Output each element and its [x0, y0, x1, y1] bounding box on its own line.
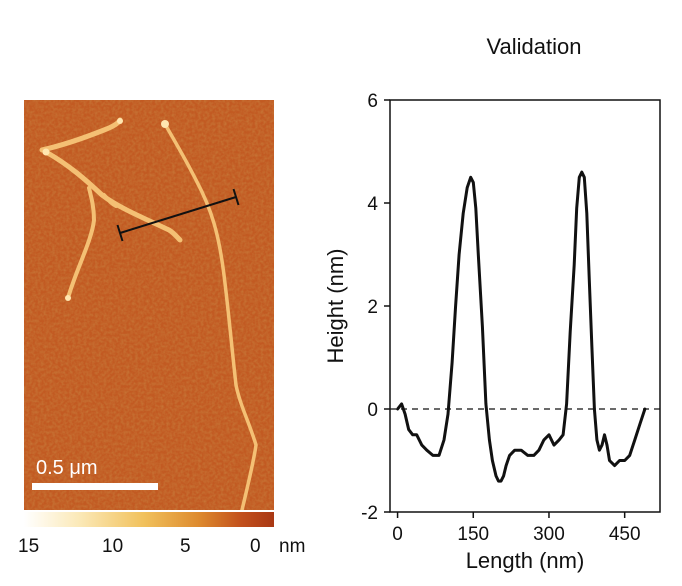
chart-title: Validation — [487, 34, 582, 59]
fibril-left-arm — [39, 117, 123, 153]
x-tick-label: 150 — [457, 524, 489, 545]
colorbar-tick-0: 0 — [250, 536, 261, 557]
scalebar — [32, 483, 158, 490]
profile-line-cap-start — [116, 224, 124, 242]
y-ticks: -2 0 2 4 6 — [361, 91, 390, 524]
y-axis-label: Height (nm) — [323, 249, 348, 364]
x-tick-label: 300 — [533, 524, 565, 545]
fibril-short — [102, 193, 118, 208]
x-ticks: 0 150 300 450 — [392, 512, 641, 545]
colorbar-tick-5: 5 — [180, 536, 191, 557]
fibril-left-branch — [43, 149, 183, 243]
colorbar-tick-10: 10 — [102, 536, 124, 557]
profile-line-cap-end — [232, 188, 240, 206]
fibril-nodes — [42, 118, 169, 301]
fibril-left-down — [66, 186, 96, 300]
y-tick-label: 2 — [367, 297, 378, 318]
fibrils — [39, 117, 258, 510]
x-axis-label: Length (nm) — [466, 548, 585, 573]
y-tick-label: -2 — [361, 503, 378, 524]
afm-height-image: 0.5 μm — [24, 100, 274, 510]
colorbar — [24, 512, 274, 527]
colorbar-unit: nm — [279, 536, 306, 557]
fibril-node — [117, 118, 123, 124]
y-tick-label: 6 — [367, 91, 378, 112]
height-profile-line — [396, 170, 647, 483]
afm-texture — [24, 100, 274, 510]
x-tick-label: 450 — [609, 524, 641, 545]
profile-line — [116, 188, 240, 242]
profile-line-segment — [119, 196, 237, 234]
fibril-node — [161, 120, 169, 128]
fibril-right — [163, 122, 258, 510]
y-tick-label: 4 — [367, 194, 378, 215]
fibril-node — [42, 148, 50, 156]
y-tick-label: 0 — [367, 400, 378, 421]
scalebar-label: 0.5 μm — [36, 457, 98, 479]
x-tick-label: 0 — [392, 524, 403, 545]
colorbar-tick-15: 15 — [18, 536, 40, 557]
fibril-node — [65, 295, 71, 301]
plot-frame — [389, 99, 661, 513]
